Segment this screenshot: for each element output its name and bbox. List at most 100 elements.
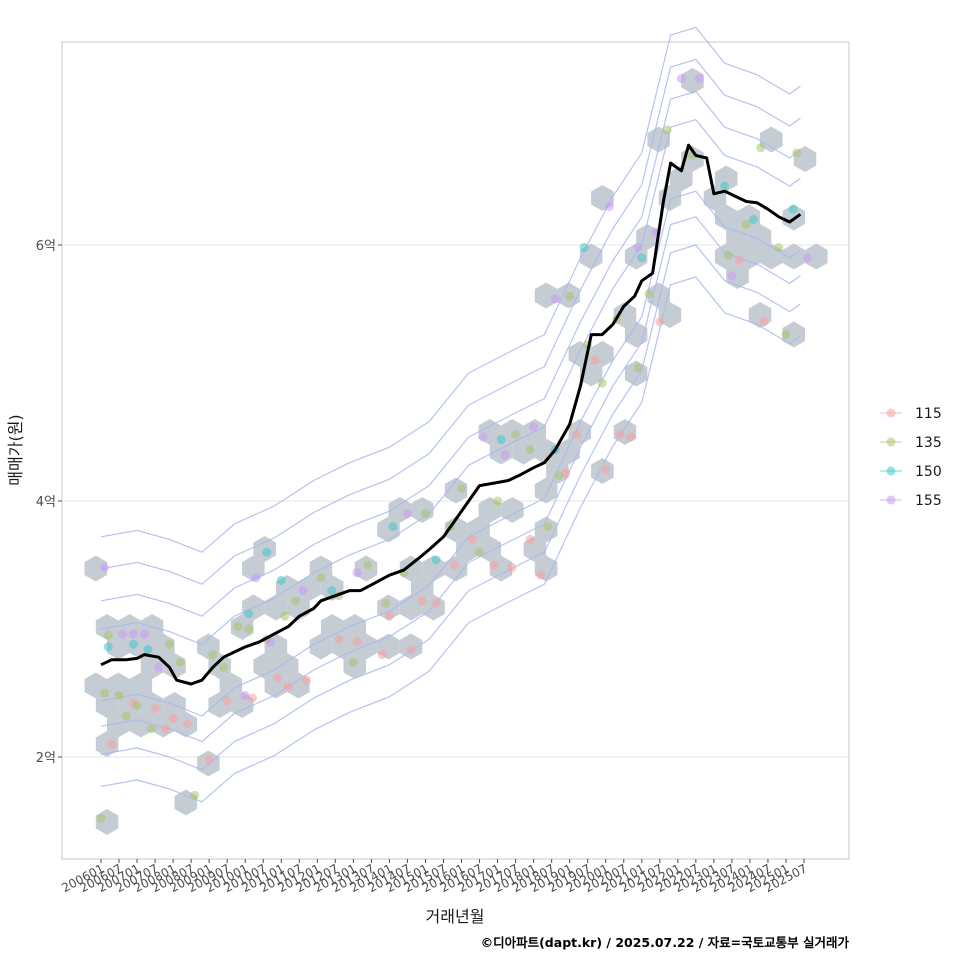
- data-point: [554, 470, 564, 480]
- data-point: [273, 673, 283, 683]
- data-point: [265, 637, 275, 647]
- data-point: [334, 634, 344, 644]
- data-point: [449, 560, 459, 570]
- data-point: [734, 255, 744, 265]
- data-point: [478, 432, 488, 442]
- data-point: [420, 509, 430, 519]
- data-point: [792, 148, 802, 158]
- legend-key-point: [886, 408, 896, 418]
- data-point: [431, 555, 441, 565]
- trend-line-layer: [100, 143, 802, 686]
- data-point: [190, 790, 200, 800]
- data-point: [327, 586, 337, 596]
- legend-item-115: 115: [880, 406, 942, 422]
- data-point: [788, 204, 798, 214]
- data-point: [161, 724, 171, 734]
- hexbin-cell: [411, 575, 434, 601]
- data-point: [525, 445, 535, 455]
- data-point: [565, 291, 575, 301]
- y-tick-label: 2억: [36, 751, 56, 766]
- legend-item-155: 155: [880, 493, 942, 509]
- data-point: [431, 598, 441, 608]
- y-tick-label: 4억: [36, 495, 56, 510]
- data-point: [352, 637, 362, 647]
- contour-line: [100, 58, 801, 585]
- data-point: [183, 719, 193, 729]
- data-point: [644, 289, 654, 299]
- x-axis-title: 거래년월: [426, 907, 485, 926]
- hexbin-cell: [726, 263, 749, 289]
- hexbin-cell: [805, 243, 828, 270]
- data-point: [637, 253, 647, 263]
- hexbin-cell: [782, 243, 805, 270]
- data-point: [276, 575, 286, 585]
- data-point: [511, 429, 521, 439]
- data-point: [222, 696, 232, 706]
- data-point: [175, 657, 185, 667]
- data-point: [247, 693, 257, 703]
- data-point: [121, 711, 131, 721]
- data-point: [749, 214, 759, 224]
- data-point: [597, 378, 607, 388]
- data-point: [633, 363, 643, 373]
- data-point: [280, 611, 290, 621]
- contour-line: [100, 190, 801, 717]
- data-point: [601, 464, 611, 474]
- data-point: [803, 253, 813, 263]
- hexbin-cell: [726, 224, 749, 250]
- data-point: [204, 755, 214, 765]
- data-point: [525, 534, 535, 544]
- data-point: [377, 650, 387, 660]
- data-point: [103, 630, 113, 640]
- data-point: [550, 294, 560, 304]
- data-point: [128, 629, 138, 639]
- data-point: [543, 522, 553, 532]
- data-point: [100, 688, 110, 698]
- data-point: [493, 496, 503, 506]
- y-axis-ticks: 2억 4억 6억: [36, 239, 62, 766]
- data-point: [655, 317, 665, 327]
- legend-key-point: [886, 466, 896, 476]
- data-point: [283, 682, 293, 692]
- hexbin-cell: [647, 282, 670, 309]
- data-point: [536, 570, 546, 580]
- data-point: [240, 691, 250, 701]
- hexbin-cell: [760, 126, 783, 153]
- legend-item-150: 150: [880, 464, 942, 480]
- contour-line: [100, 216, 801, 743]
- legend-item-135: 135: [880, 435, 942, 451]
- data-point: [107, 739, 117, 749]
- legend-label: 155: [915, 493, 942, 509]
- hexbin-cell: [140, 653, 164, 679]
- data-point: [381, 598, 391, 608]
- data-point: [128, 639, 138, 649]
- data-point: [103, 642, 113, 652]
- data-point: [363, 560, 373, 570]
- contour-line: [100, 276, 801, 803]
- hexbin-cell: [534, 282, 558, 309]
- data-point: [316, 573, 326, 583]
- data-point: [496, 435, 506, 445]
- data-point: [114, 691, 124, 701]
- hexbin-cell: [95, 731, 119, 757]
- data-point: [774, 243, 784, 253]
- data-point: [154, 662, 164, 672]
- hexbin-cell: [107, 672, 130, 699]
- series-135: [96, 125, 802, 823]
- hexbin-cell: [343, 614, 366, 640]
- data-point: [781, 330, 791, 340]
- series-150: [103, 181, 798, 654]
- data-point: [150, 703, 160, 713]
- trend-line: [100, 143, 802, 686]
- data-point: [208, 650, 218, 660]
- hexbin-cell: [534, 438, 558, 465]
- data-point: [604, 202, 614, 212]
- data-point: [507, 563, 517, 573]
- data-point: [615, 429, 625, 439]
- hexbin-cell: [669, 165, 693, 192]
- data-point: [561, 468, 571, 478]
- legend-key-point: [886, 437, 896, 447]
- data-point: [118, 629, 128, 639]
- data-point: [756, 143, 766, 153]
- data-point: [572, 429, 582, 439]
